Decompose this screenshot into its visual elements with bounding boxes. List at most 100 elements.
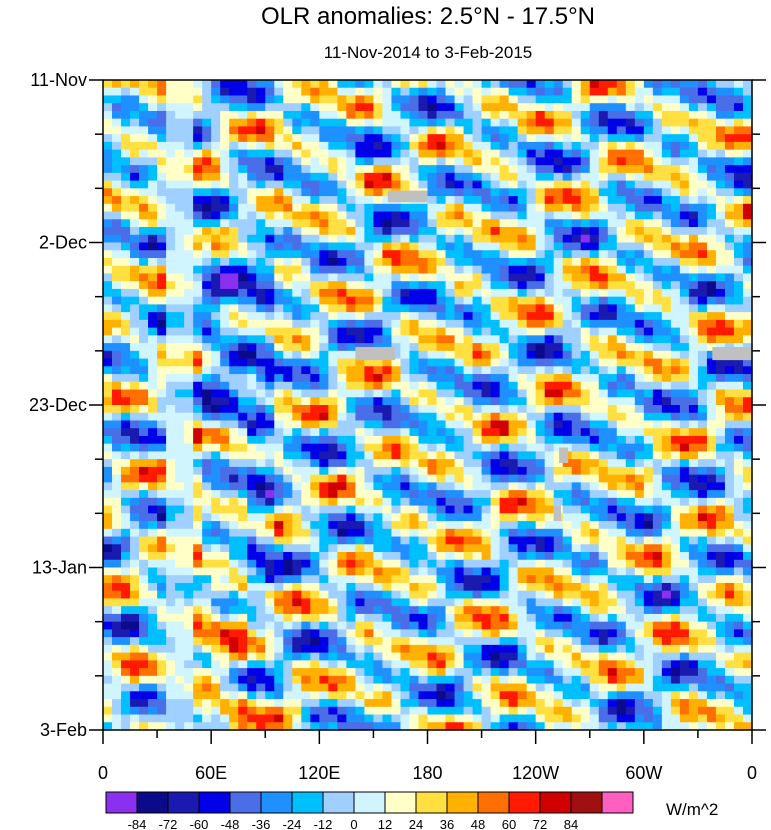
- field-cell: [445, 250, 456, 259]
- field-cell: [247, 335, 257, 344]
- field-cell: [184, 443, 194, 453]
- field-cell: [724, 327, 735, 336]
- field-cell: [355, 366, 365, 375]
- field-cell: [211, 87, 221, 97]
- field-cell: [562, 521, 573, 530]
- field-cell: [706, 528, 717, 538]
- field-cell: [742, 149, 753, 158]
- field-cell: [724, 149, 735, 158]
- field-cell: [742, 420, 753, 429]
- field-cell: [526, 257, 537, 267]
- field-cell: [706, 435, 717, 445]
- field-cell: [157, 443, 167, 453]
- field-cell: [454, 482, 465, 491]
- field-cell: [724, 110, 735, 120]
- field-cell: [121, 536, 131, 545]
- field-cell: [742, 381, 753, 391]
- field-cell: [211, 443, 221, 453]
- field-cell: [490, 536, 501, 545]
- field-cell: [409, 590, 420, 600]
- field-cell: [319, 95, 329, 104]
- field-cell: [670, 250, 681, 259]
- field-cell: [643, 497, 654, 507]
- field-cell: [139, 474, 149, 483]
- field-cell: [580, 288, 591, 298]
- field-cell: [643, 126, 654, 135]
- field-cell: [373, 203, 384, 213]
- field-cell: [391, 288, 402, 298]
- field-cell: [679, 80, 690, 89]
- field-cell: [526, 327, 537, 336]
- field-cell: [238, 435, 248, 445]
- field-cell: [463, 188, 474, 197]
- field-cell: [382, 575, 393, 584]
- field-cell: [616, 149, 627, 158]
- field-cell: [364, 180, 375, 189]
- field-cell: [193, 575, 203, 584]
- field-cell: [274, 180, 284, 189]
- field-cell: [436, 381, 447, 391]
- field-cell: [706, 281, 717, 290]
- field-cell: [661, 141, 672, 151]
- field-cell: [256, 428, 266, 437]
- field-cell: [490, 87, 501, 97]
- field-cell: [535, 582, 546, 592]
- field-cell: [274, 250, 284, 259]
- field-cell: [643, 304, 654, 313]
- field-cell: [337, 567, 347, 576]
- field-cell: [382, 567, 393, 576]
- field-cell: [373, 188, 384, 197]
- field-cell: [400, 312, 411, 321]
- field-cell: [283, 405, 293, 414]
- field-cell: [391, 87, 402, 97]
- field-cell: [409, 466, 420, 476]
- field-cell: [355, 257, 365, 267]
- field-cell: [220, 227, 230, 236]
- field-cell: [715, 203, 726, 213]
- field-cell: [175, 590, 185, 600]
- field-cell: [346, 165, 356, 174]
- field-cell: [418, 335, 429, 344]
- field-cell: [715, 412, 726, 422]
- field-cell: [535, 513, 546, 522]
- field-cell: [292, 559, 302, 569]
- field-cell: [382, 319, 393, 329]
- field-cell: [400, 582, 411, 592]
- field-cell: [589, 281, 600, 290]
- field-cell: [121, 435, 131, 445]
- field-cell: [706, 582, 717, 592]
- field-cell: [616, 141, 627, 151]
- field-cell: [589, 505, 600, 514]
- field-cell: [463, 559, 474, 569]
- field-cell: [211, 559, 221, 569]
- field-cell: [472, 428, 483, 437]
- field-cell: [607, 536, 618, 545]
- field-cell: [328, 443, 338, 453]
- field-cell: [418, 559, 429, 569]
- field-cell: [175, 296, 185, 306]
- field-cell: [508, 165, 519, 174]
- field-cell: [292, 552, 302, 561]
- field-cell: [319, 219, 329, 228]
- field-cell: [220, 544, 230, 553]
- field-cell: [742, 257, 753, 267]
- field-cell: [364, 443, 375, 453]
- field-cell: [409, 172, 420, 182]
- field-cell: [688, 451, 699, 460]
- field-cell: [193, 428, 203, 437]
- field-cell: [544, 374, 555, 383]
- field-cell: [625, 288, 636, 298]
- field-cell: [265, 110, 275, 120]
- field-cell: [310, 536, 320, 545]
- field-cell: [706, 358, 717, 367]
- field-cell: [463, 327, 474, 336]
- field-cell: [292, 203, 302, 213]
- field-cell: [211, 528, 221, 538]
- field-cell: [148, 397, 158, 406]
- field-cell: [400, 389, 411, 398]
- field-cell: [472, 350, 483, 360]
- field-cell: [382, 428, 393, 437]
- field-cell: [148, 296, 158, 306]
- field-cell: [616, 366, 627, 375]
- field-cell: [256, 103, 266, 112]
